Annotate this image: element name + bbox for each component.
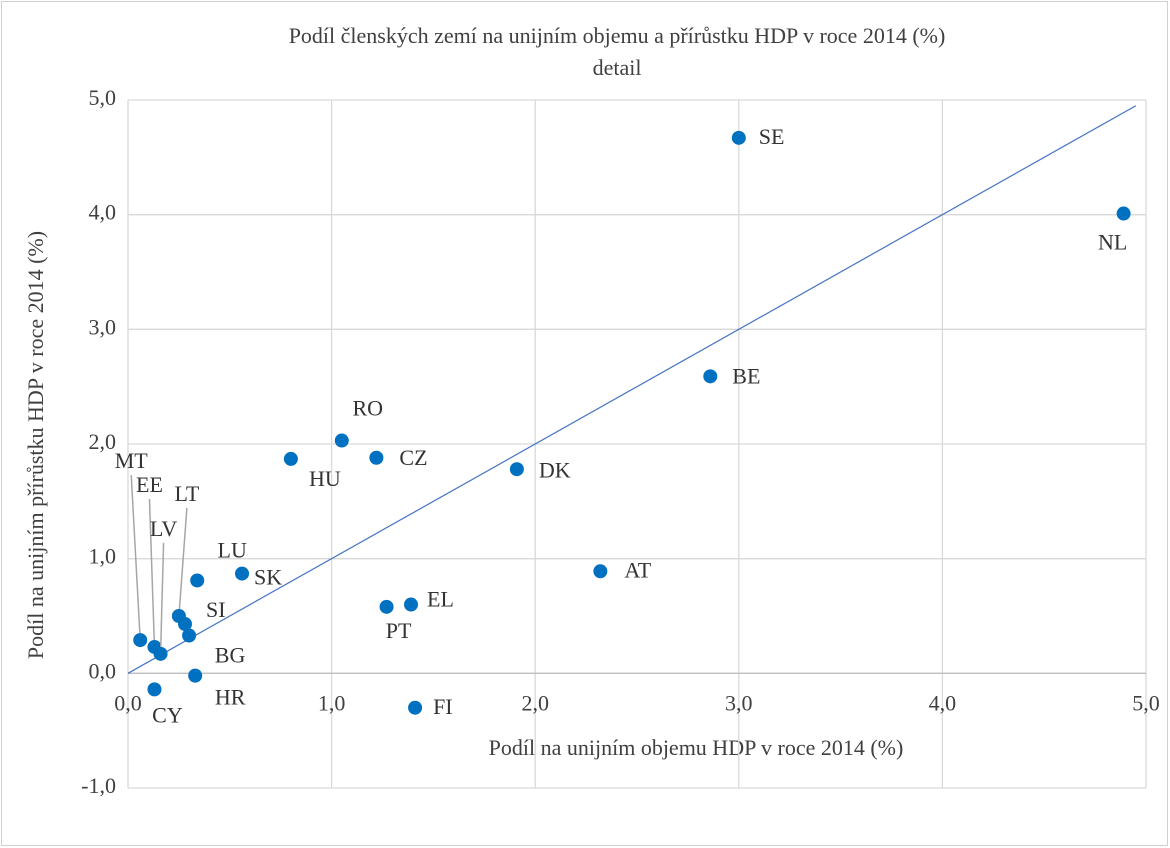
point-label: SE [759,124,785,149]
point [408,700,423,715]
x-tick-label: 4,0 [929,690,957,715]
point [147,682,162,697]
point-label: BE [732,363,760,388]
point-label: LV [150,516,177,541]
point [133,633,148,648]
point-label: RO [352,396,383,421]
chart-subtitle: detail [593,55,642,80]
point [182,628,197,643]
point [190,573,205,588]
point-label: CY [152,702,183,727]
point [153,646,168,661]
point [703,369,718,384]
x-tick-label: 0,0 [114,690,142,715]
x-tick-label: 3,0 [725,690,753,715]
point [188,668,203,683]
point-label: FI [433,694,453,719]
point [369,450,384,465]
x-tick-label: 1,0 [318,690,346,715]
point [731,130,746,145]
leader-line [130,475,141,641]
point [178,617,193,632]
point-label: EE [136,472,163,497]
point [283,451,298,466]
y-tick-label: 2,0 [89,429,117,454]
point-label: LT [174,481,199,506]
point-label: CZ [399,445,427,470]
point-label: EL [427,587,454,612]
y-tick-label: 3,0 [89,314,117,339]
y-tick-label: 4,0 [89,200,117,225]
reference-line [127,105,1137,674]
point-label: BG [215,643,246,668]
y-tick-label: 5,0 [89,85,117,110]
point-label: MT [115,448,149,473]
point [235,566,250,581]
point-label: SI [206,597,226,622]
point [334,433,349,448]
point [404,597,419,612]
point [509,462,524,477]
x-tick-label: 5,0 [1132,690,1160,715]
point [1116,206,1131,221]
point-label: SK [254,565,282,590]
x-axis-label: Podíl na unijním objemu HDP v roce 2014 … [489,735,904,760]
y-axis-label: Podíl na unijním přírůstku HDP v roce 20… [23,231,48,659]
point-label: HU [309,466,341,491]
y-tick-label: -1,0 [81,773,116,798]
point-label: LU [218,538,247,563]
point [593,564,608,579]
point-label: DK [539,457,571,482]
leader-line [148,498,156,647]
point-label: PT [386,618,412,643]
chart-title: Podíl členských zemí na unijním objemu a… [289,23,946,48]
point-label: HR [215,685,246,710]
x-tick-label: 2,0 [521,690,549,715]
y-tick-label: 1,0 [89,544,117,569]
point [379,599,394,614]
point-label: AT [624,557,651,582]
y-tick-label: 0,0 [89,658,117,683]
point-label: NL [1098,230,1127,255]
leader-line [159,542,165,654]
leader-line [178,507,188,617]
